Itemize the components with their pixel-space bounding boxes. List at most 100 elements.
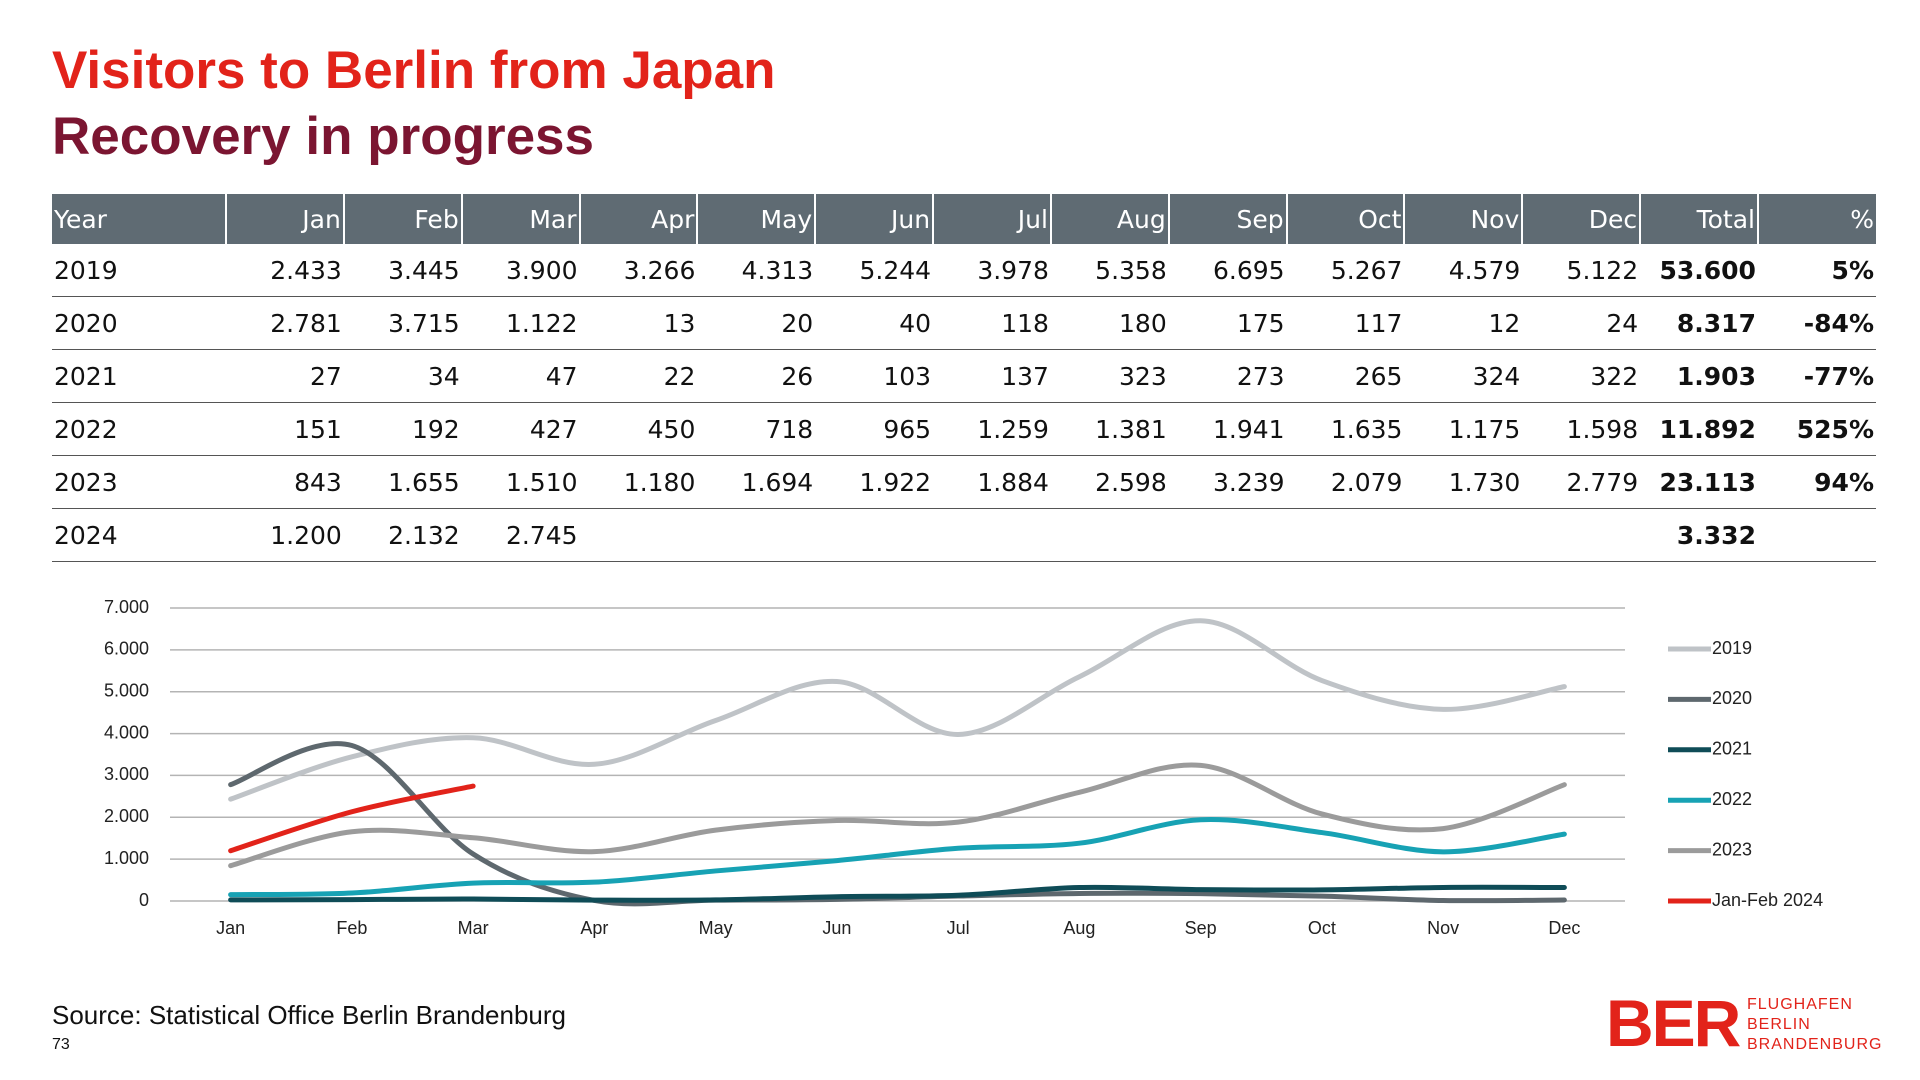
table-cell: 2.132 [343, 508, 462, 562]
table-cell: 117 [1286, 296, 1405, 350]
legend-label: 2020 [1712, 688, 1752, 708]
header-cell: May [696, 194, 816, 244]
header-cell: Mar [460, 194, 580, 244]
header-cell: Oct [1285, 194, 1405, 244]
table-cell: 27 [226, 349, 344, 403]
table-cell: 3.266 [579, 244, 698, 297]
table-cell: 103 [815, 349, 934, 403]
table-cell: 2020 [52, 296, 226, 350]
y-tick-label: 6.000 [104, 639, 149, 659]
table-row: 2023 843 1.655 1.510 1.180 1.694 1.922 1.884 2.5… [52, 455, 1876, 509]
table-cell: 47 [461, 349, 580, 403]
table-cell: 1.903 [1640, 349, 1758, 403]
table-cell: 1.598 [1522, 402, 1641, 456]
table-cell: 5.358 [1050, 244, 1169, 297]
header-cell: Year [52, 194, 226, 244]
table-cell: 1.175 [1404, 402, 1523, 456]
table-cell: 5.122 [1522, 244, 1641, 297]
table-cell: 2.433 [226, 244, 344, 297]
table-cell: 3.715 [343, 296, 462, 350]
x-tick-label: Apr [580, 918, 608, 938]
header-row: Year Jan Feb Mar Apr May Jun Jul Aug Sep Oct Nov Dec… [52, 194, 1876, 244]
table-cell [579, 508, 698, 562]
table-cell: 1.941 [1168, 402, 1287, 456]
table-cell: 118 [933, 296, 1051, 350]
table-cell: 1.510 [461, 455, 580, 509]
subtitle: Recovery in progress [52, 107, 595, 166]
legend-label: Jan-Feb 2024 [1712, 890, 1823, 910]
table-cell: 24 [1522, 296, 1641, 350]
logo-line: BERLIN [1747, 1016, 1811, 1033]
table-cell: 23.113 [1640, 455, 1758, 509]
table-cell: 2.781 [226, 296, 344, 350]
table-cell: 965 [815, 402, 934, 456]
table-cell [1522, 508, 1641, 562]
table-cell: -84% [1757, 296, 1876, 350]
table-cell: 26 [697, 349, 816, 403]
table-cell: 5% [1757, 244, 1876, 297]
table-cell: 11.892 [1640, 402, 1758, 456]
table-cell: 1.180 [579, 455, 698, 509]
logo-line: BRANDENBURG [1747, 1036, 1883, 1053]
header-cell: Jan [225, 194, 344, 244]
table-cell: 2.745 [461, 508, 580, 562]
table-cell: 1.259 [933, 402, 1051, 456]
table-cell: 13 [579, 296, 698, 350]
x-tick-label: Jan [216, 918, 245, 938]
table-cell: 180 [1050, 296, 1169, 350]
table-cell [1050, 508, 1169, 562]
header-cell: Nov [1403, 194, 1523, 244]
y-tick-label: 2.000 [104, 806, 149, 826]
x-tick-label: Aug [1063, 918, 1095, 938]
legend-label: 2021 [1712, 739, 1752, 759]
table-cell: 2019 [52, 244, 226, 297]
table-cell: 2.079 [1286, 455, 1405, 509]
table-cell [1286, 508, 1405, 562]
table-cell: 265 [1286, 349, 1405, 403]
table-cell: 192 [343, 402, 462, 456]
x-tick-label: Nov [1427, 918, 1459, 938]
table-cell: 718 [697, 402, 816, 456]
table-cell: 1.884 [933, 455, 1051, 509]
table-cell: 1.694 [697, 455, 816, 509]
table-cell [697, 508, 816, 562]
header-cell: Total [1639, 194, 1758, 244]
y-tick-label: 0 [139, 890, 149, 910]
table-cell: 175 [1168, 296, 1287, 350]
table-cell: 3.445 [343, 244, 462, 297]
legend-label: 2022 [1712, 789, 1752, 809]
y-tick-label: 4.000 [104, 722, 149, 742]
y-tick-label: 3.000 [104, 764, 149, 784]
table-cell: 40 [815, 296, 934, 350]
table-cell: 3.978 [933, 244, 1051, 297]
table-cell: -77% [1757, 349, 1876, 403]
legend-label: 2023 [1712, 839, 1752, 859]
source: Source: Statistical Office Berlin Brande… [52, 1000, 567, 1030]
header-cell: Dec [1521, 194, 1641, 244]
header-cell: Feb [342, 194, 462, 244]
table-cell: 151 [226, 402, 344, 456]
table-cell [1757, 508, 1876, 562]
table-cell: 1.381 [1050, 402, 1169, 456]
x-tick-label: Dec [1548, 918, 1580, 938]
data-table: Year Jan Feb Mar Apr May Jun Jul Aug Sep Oct Nov Dec… [52, 194, 1876, 562]
table-cell: 4.579 [1404, 244, 1523, 297]
table-cell: 525% [1757, 402, 1876, 456]
x-tick-label: May [699, 918, 733, 938]
table-cell: 3.239 [1168, 455, 1287, 509]
table-cell: 5.267 [1286, 244, 1405, 297]
table-cell: 450 [579, 402, 698, 456]
table-row: 2020 2.781 3.715 1.122 13 20 40 118 180 175 117 12 2… [52, 296, 1876, 350]
series-line [228, 618, 1567, 802]
table-cell [815, 508, 934, 562]
title: Visitors to Berlin from Japan [52, 41, 776, 100]
x-tick-label: Feb [336, 918, 367, 938]
table-cell: 2021 [52, 349, 226, 403]
table-cell: 1.635 [1286, 402, 1405, 456]
table-cell: 3.332 [1640, 508, 1758, 562]
table-row: 2019 2.433 3.445 3.900 3.266 4.313 5.244 3.978 5… [52, 244, 1876, 297]
table-cell: 2022 [52, 402, 226, 456]
table-cell: 22 [579, 349, 698, 403]
header-cell: Apr [578, 194, 698, 244]
